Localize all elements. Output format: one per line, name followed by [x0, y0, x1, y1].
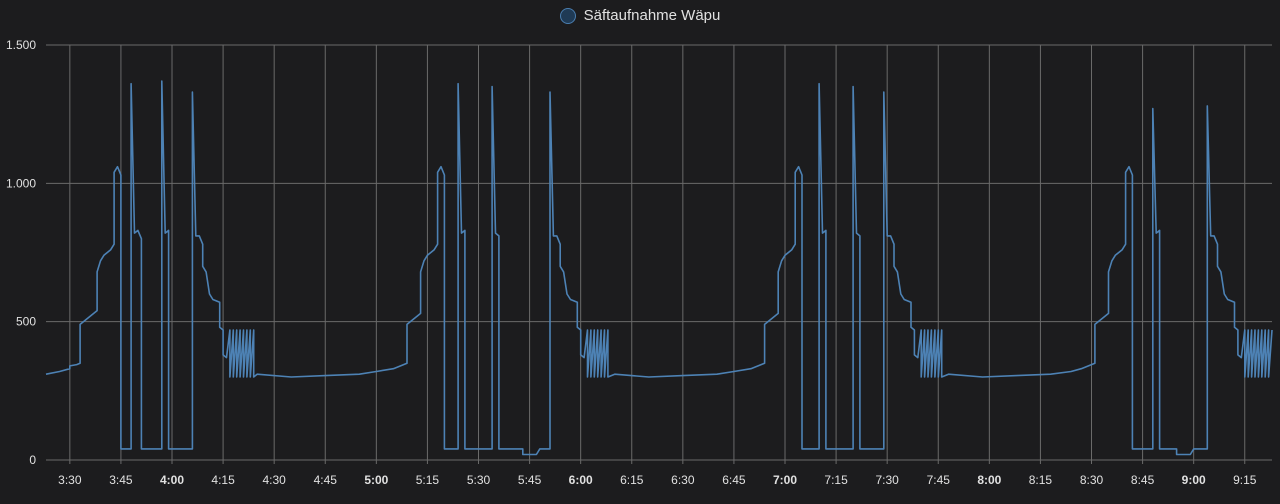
x-gridlines [69, 45, 1246, 464]
x-tick-label: 5:30 [467, 473, 491, 487]
x-tick-label: 4:15 [211, 473, 235, 487]
legend[interactable]: Säftaufnahme Wäpu [0, 7, 1280, 24]
x-tick-label: 9:00 [1182, 473, 1206, 487]
x-tick-label: 6:45 [722, 473, 746, 487]
y-tick-label: 1.000 [6, 176, 36, 190]
x-axis-tick-labels: 3:30 3:45 4:00 4:15 4:30 4:45 5:00 5:15 5:30 5:45… [58, 473, 1257, 487]
x-tick-label: 8:00 [977, 473, 1001, 487]
legend-swatch-icon [559, 7, 576, 24]
legend-label: Säftaufnahme Wäpu [583, 7, 721, 24]
x-tick-label: 9:15 [1233, 473, 1257, 487]
x-tick-label: 8:45 [1131, 473, 1155, 487]
y-tick-label: 1.500 [6, 38, 36, 52]
x-tick-label: 5:15 [416, 473, 440, 487]
x-tick-label: 4:45 [314, 473, 338, 487]
x-tick-label: 5:00 [364, 473, 388, 487]
x-tick-label: 5:45 [518, 473, 542, 487]
x-tick-label: 6:30 [671, 473, 695, 487]
x-tick-label: 7:30 [875, 473, 899, 487]
x-tick-label: 6:15 [620, 473, 644, 487]
x-tick-label: 8:15 [1029, 473, 1053, 487]
x-tick-label: 6:00 [569, 473, 593, 487]
x-tick-label: 3:45 [109, 473, 133, 487]
x-tick-label: 8:30 [1080, 473, 1104, 487]
x-tick-label: 7:00 [773, 473, 797, 487]
y-gridlines [46, 44, 1272, 461]
x-tick-label: 7:45 [927, 473, 951, 487]
y-tick-label: 0 [29, 453, 36, 467]
x-tick-label: 3:30 [58, 473, 82, 487]
series-line [45, 80, 1273, 456]
y-tick-label: 500 [16, 315, 36, 329]
x-tick-label: 4:00 [160, 473, 184, 487]
y-axis-tick-labels: 0 500 1.000 1.500 [6, 38, 36, 467]
x-tick-label: 4:30 [262, 473, 286, 487]
x-tick-label: 7:15 [824, 473, 848, 487]
